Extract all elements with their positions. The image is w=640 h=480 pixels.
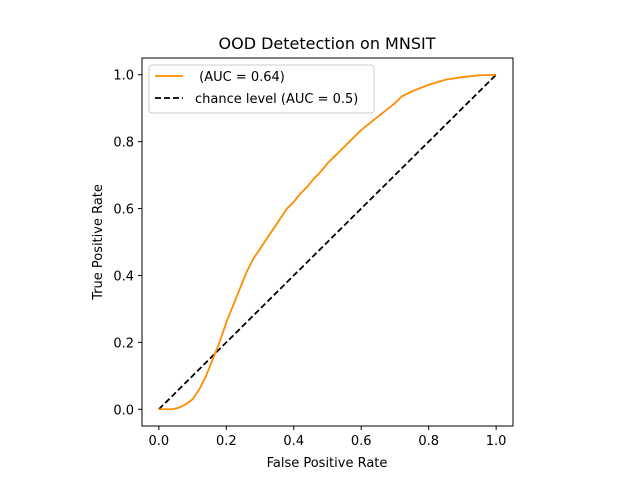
x-tick-label: 0.2 [216, 434, 237, 449]
x-tick-label: 0.6 [351, 434, 372, 449]
roc-curve-line [158, 73, 497, 411]
legend-box [148, 64, 375, 114]
x-tick-label: 1.0 [486, 434, 507, 449]
x-tick-label: 0.4 [283, 434, 304, 449]
x-axis-label: False Positive Rate [267, 456, 388, 471]
x-axis-ticks: 0.0 0.2 0.4 0.6 0.8 1.0 [149, 426, 507, 449]
legend-label-chance: chance level (AUC = 0.5) [195, 92, 358, 107]
y-axis-label: True Positive Rate [91, 184, 106, 301]
legend-label-roc: (AUC = 0.64) [195, 70, 285, 85]
x-tick-label: 0.8 [418, 434, 439, 449]
y-axis-ticks: 0.0 0.2 0.4 0.6 0.8 1.0 [113, 69, 142, 418]
x-tick-label: 0.0 [149, 434, 170, 449]
y-tick-label: 0.8 [113, 136, 134, 151]
plot-content [158, 73, 497, 411]
plot-frame [141, 57, 514, 427]
y-tick-label: 0.2 [113, 336, 134, 351]
y-tick-label: 0.0 [113, 403, 134, 418]
chart-title: OOD Detetection on MNSIT [219, 34, 436, 53]
y-tick-label: 0.6 [113, 203, 134, 218]
chance-level-line [158, 74, 497, 410]
y-tick-label: 0.4 [113, 269, 134, 284]
legend: (AUC = 0.64) chance level (AUC = 0.5) [148, 64, 375, 114]
y-tick-label: 1.0 [113, 69, 134, 84]
